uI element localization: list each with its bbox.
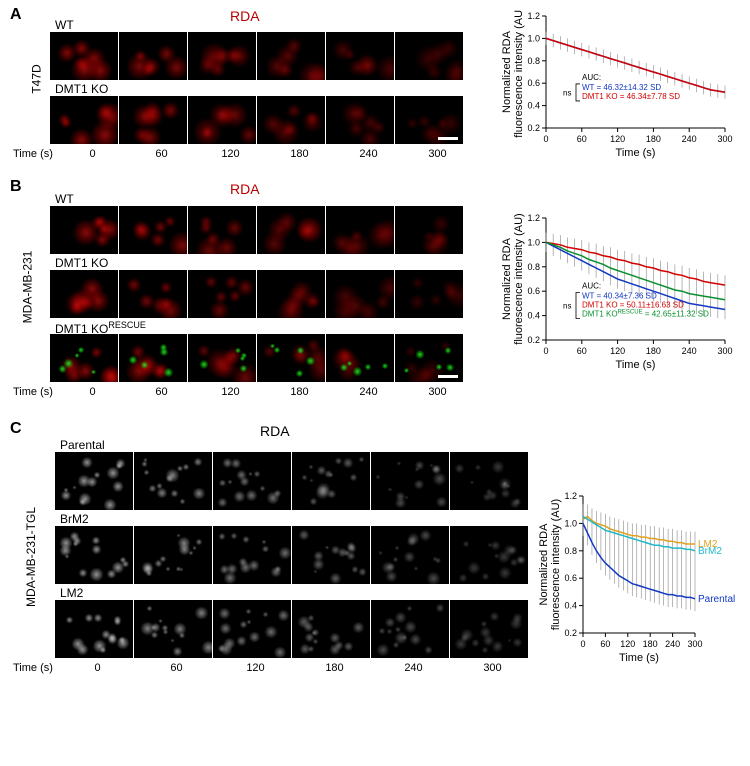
panel-a-timeaxis: Time (s)060120180240300 xyxy=(13,148,472,160)
svg-text:0.8: 0.8 xyxy=(564,546,577,556)
svg-text:Time (s): Time (s) xyxy=(616,147,656,159)
panel-a-row2-strip xyxy=(50,96,463,144)
panel-b-timeaxis: Time (s)060120180240300 xyxy=(13,386,472,398)
svg-text:WT = 46.32±14.32 SD: WT = 46.32±14.32 SD xyxy=(582,83,661,92)
panel-c-row1-label: Parental xyxy=(60,438,105,452)
panel-c-cellline: MDA-MB-231-TGL xyxy=(24,507,38,607)
svg-text:60: 60 xyxy=(600,639,610,649)
svg-text:BrM2: BrM2 xyxy=(698,546,722,557)
svg-text:DMT1 KO = 46.34±7.78 SD: DMT1 KO = 46.34±7.78 SD xyxy=(582,92,680,101)
svg-text:0: 0 xyxy=(543,134,548,144)
svg-text:DMT1 KO = 50.11±16.63 SD: DMT1 KO = 50.11±16.63 SD xyxy=(582,301,684,310)
svg-text:300: 300 xyxy=(717,346,732,356)
panel-a-row1-label: WT xyxy=(55,18,74,32)
svg-text:0.6: 0.6 xyxy=(564,573,577,583)
svg-text:240: 240 xyxy=(665,639,680,649)
panel-a-chart: 0.2 0.4 0.6 0.8 1.0 1.2 0 60 120 180 240 300 Normali… xyxy=(498,10,733,160)
panel-a-header: RDA xyxy=(230,8,260,24)
svg-text:1.2: 1.2 xyxy=(564,491,577,501)
svg-text:Normalized RDAfluorescence int: Normalized RDAfluorescence intensity (AU… xyxy=(501,213,525,344)
svg-text:240: 240 xyxy=(682,346,697,356)
svg-text:Normalized RDAfluorescence int: Normalized RDAfluorescence intensity (AU… xyxy=(538,499,562,630)
panel-c-row1-strip xyxy=(55,452,528,510)
svg-text:Time (s): Time (s) xyxy=(616,359,656,371)
panel-a-cellline: T47D xyxy=(30,64,44,93)
panel-a-row1-strip xyxy=(50,32,463,80)
panel-b-cellline: MDA-MB-231 xyxy=(20,251,34,324)
svg-text:0.4: 0.4 xyxy=(564,601,577,611)
svg-text:60: 60 xyxy=(577,134,587,144)
svg-text:ns: ns xyxy=(563,302,571,311)
panel-c-row2-label: BrM2 xyxy=(60,512,89,526)
svg-text:0.2: 0.2 xyxy=(527,335,540,345)
svg-text:120: 120 xyxy=(610,346,625,356)
svg-text:300: 300 xyxy=(717,134,732,144)
svg-text:300: 300 xyxy=(687,639,702,649)
panel-c-chart: 0.20.40.60.81.01.2060120180240300LM2BrM2… xyxy=(535,490,740,665)
svg-text:0.8: 0.8 xyxy=(527,262,540,272)
panel-c-row3-strip xyxy=(55,600,528,658)
svg-text:240: 240 xyxy=(682,134,697,144)
panel-c-timeaxis: Time (s)060120180240300 xyxy=(13,662,532,674)
svg-text:120: 120 xyxy=(610,134,625,144)
panel-b-row3-strip xyxy=(50,334,463,382)
svg-text:ns: ns xyxy=(563,88,571,97)
svg-text:0.6: 0.6 xyxy=(527,78,540,88)
svg-text:0: 0 xyxy=(543,346,548,356)
svg-text:1.2: 1.2 xyxy=(527,11,540,21)
svg-text:0.2: 0.2 xyxy=(527,123,540,133)
panel-b-row2-strip xyxy=(50,270,463,318)
svg-text:1.0: 1.0 xyxy=(527,33,540,43)
svg-text:Parental: Parental xyxy=(698,594,735,605)
svg-text:60: 60 xyxy=(577,346,587,356)
svg-text:DMT1 KORESCUE = 42.65±11.32 SD: DMT1 KORESCUE = 42.65±11.32 SD xyxy=(582,310,709,319)
svg-text:0.4: 0.4 xyxy=(527,311,540,321)
panel-b-row1-strip xyxy=(50,206,463,254)
svg-text:AUC:: AUC: xyxy=(582,73,601,82)
panel-c-header: RDA xyxy=(260,423,290,439)
svg-text:1.2: 1.2 xyxy=(527,213,540,223)
svg-text:180: 180 xyxy=(646,134,661,144)
panel-b-row2-label: DMT1 KO xyxy=(55,256,108,270)
svg-text:0.2: 0.2 xyxy=(564,628,577,638)
svg-text:180: 180 xyxy=(643,639,658,649)
svg-text:0.6: 0.6 xyxy=(527,286,540,296)
svg-text:1.0: 1.0 xyxy=(564,518,577,528)
svg-text:0: 0 xyxy=(580,639,585,649)
svg-text:180: 180 xyxy=(646,346,661,356)
panel-c-row2-strip xyxy=(55,526,528,584)
panel-b-row1-label: WT xyxy=(55,192,74,206)
panel-b-header: RDA xyxy=(230,181,260,197)
panel-c-label: C xyxy=(10,420,22,438)
panel-c-row3-label: LM2 xyxy=(60,586,83,600)
svg-text:WT = 40.34±7.36 SD: WT = 40.34±7.36 SD xyxy=(582,292,657,301)
panel-b-label: B xyxy=(10,178,22,196)
svg-text:1.0: 1.0 xyxy=(527,237,540,247)
svg-text:120: 120 xyxy=(620,639,635,649)
panel-b-chart: 0.2 0.4 0.6 0.8 1.0 1.2 0 60 120 180 240 300 Normali… xyxy=(498,212,733,372)
panel-a-label: A xyxy=(10,6,22,24)
svg-text:0.8: 0.8 xyxy=(527,56,540,66)
svg-text:Normalized RDAfluorescence int: Normalized RDAfluorescence intensity (AU… xyxy=(501,10,525,138)
svg-text:AUC:: AUC: xyxy=(582,282,601,291)
svg-text:0.4: 0.4 xyxy=(527,101,540,111)
panel-a-row2-label: DMT1 KO xyxy=(55,82,108,96)
svg-text:Time (s): Time (s) xyxy=(619,652,659,664)
panel-b-row3-sup: RESCUE xyxy=(108,320,146,330)
